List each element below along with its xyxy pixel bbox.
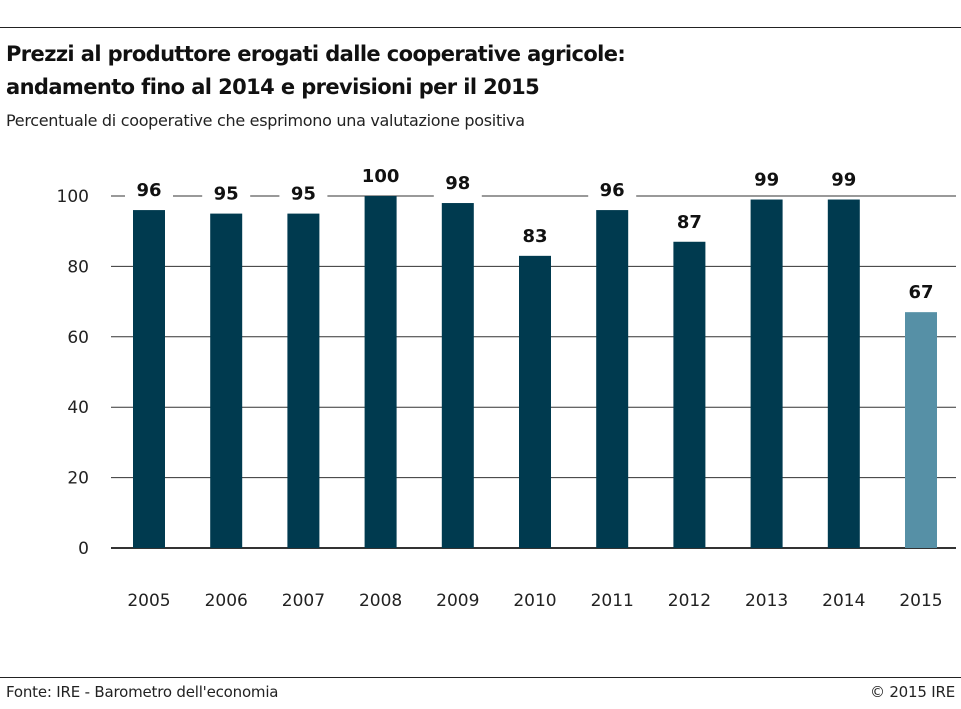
bar-2008: [364, 196, 397, 548]
value-label-2010: 83: [522, 226, 547, 247]
value-label-background: [202, 183, 251, 208]
bar-2010: [519, 255, 551, 548]
x-tick-label-2011: 2011: [591, 591, 634, 611]
x-tick-label-2006: 2006: [205, 591, 248, 611]
value-label-background: [433, 173, 482, 198]
bar-2006: [210, 213, 243, 548]
value-label-2013: 99: [754, 170, 779, 191]
bar-2009: [441, 203, 474, 549]
x-tick-label-2005: 2005: [127, 591, 170, 611]
bar-layer: [133, 196, 937, 549]
value-label-background: [665, 211, 714, 236]
x-tick-label-2014: 2014: [822, 591, 865, 611]
chart-title-line-2: andamento fino al 2014 e previsioni per …: [6, 75, 540, 99]
x-tick-label-2013: 2013: [745, 591, 788, 611]
x-tick-label-2007: 2007: [282, 591, 325, 611]
bar-2013: [750, 199, 783, 548]
x-tick-label-2008: 2008: [359, 591, 402, 611]
value-label-background: [125, 180, 173, 205]
value-label-background: [897, 282, 945, 307]
bar-2005: [133, 210, 165, 548]
chart-title-line-1: Prezzi al produttore erogati dalle coope…: [6, 42, 626, 66]
value-label-background: [356, 166, 405, 190]
value-label-2015: 67: [908, 282, 933, 303]
chart-subtitle: Percentuale di cooperative che esprimono…: [6, 111, 525, 130]
value-label-background: [279, 183, 328, 208]
top-rule: [0, 27, 961, 28]
axis-layer: 0 20 40 60 80 100 2005 2006 2007 2008 2009 2010 2011…: [57, 187, 943, 611]
bottom-rule: [0, 677, 961, 678]
label-layer: 96 95 95 100 98 83 96 87 99 99 67: [125, 166, 945, 307]
value-label-2005: 96: [136, 180, 161, 201]
value-label-background: [588, 180, 637, 205]
x-tick-label-2015: 2015: [899, 591, 942, 611]
source-note: Fonte: IRE - Barometro dell'economia: [6, 683, 279, 701]
value-label-background: [742, 169, 791, 194]
y-tick-label: 0: [78, 539, 89, 559]
bar-chart: 96 95 95 100 98 83 96 87 99 99 67 0 20 40 60 80 100 2005…: [57, 166, 956, 611]
bar-2011: [596, 210, 629, 548]
y-tick-label: 20: [67, 469, 89, 489]
y-tick-label: 60: [67, 328, 89, 348]
value-label-background: [819, 169, 868, 194]
value-label-2007: 95: [291, 184, 316, 205]
value-label-2008: 100: [362, 166, 400, 187]
x-tick-label-2010: 2010: [513, 591, 556, 611]
bar-2014: [827, 199, 860, 548]
bar-2015: [905, 312, 937, 548]
x-tick-label-2012: 2012: [668, 591, 711, 611]
y-tick-label: 80: [67, 257, 89, 277]
value-label-2011: 96: [600, 180, 625, 201]
value-label-background: [511, 225, 559, 250]
value-label-2009: 98: [445, 173, 470, 194]
value-label-2006: 95: [214, 184, 239, 205]
bar-2012: [673, 241, 706, 548]
y-tick-label: 100: [57, 187, 89, 207]
copyright-note: © 2015 IRE: [869, 683, 955, 701]
x-tick-label-2009: 2009: [436, 591, 479, 611]
bar-2007: [287, 213, 320, 548]
value-label-2014: 99: [831, 170, 856, 191]
value-label-2012: 87: [677, 212, 702, 233]
y-tick-label: 40: [67, 398, 89, 418]
